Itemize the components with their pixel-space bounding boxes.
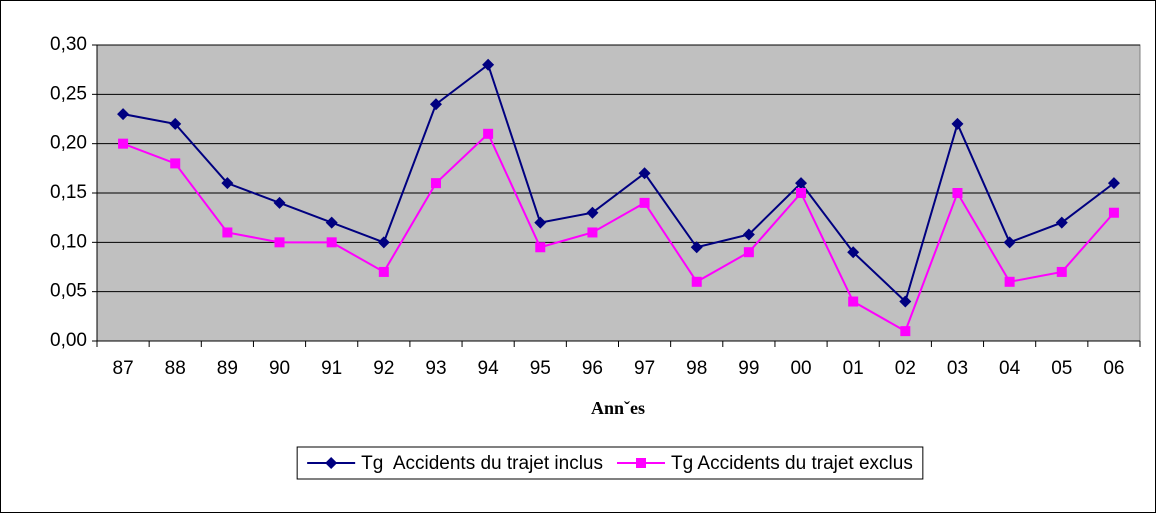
x-axis-title: Annˇes — [591, 398, 645, 418]
marker — [638, 167, 651, 180]
legend: Tg Accidents du trajet inclus Tg Accident… — [296, 446, 924, 480]
marker — [117, 108, 130, 121]
marker — [796, 188, 807, 198]
marker — [636, 458, 646, 468]
marker — [378, 266, 389, 277]
marker — [273, 196, 286, 209]
x-tick-label: 94 — [478, 358, 500, 379]
marker — [274, 237, 285, 248]
marker — [1055, 216, 1068, 229]
marker — [795, 177, 808, 190]
y-tick-label: 0,20 — [50, 133, 87, 154]
x-tick-label: 01 — [843, 358, 864, 379]
marker — [1108, 207, 1119, 218]
marker — [639, 197, 650, 208]
x-tick-label: 06 — [1103, 358, 1124, 379]
marker — [325, 216, 338, 229]
marker — [690, 241, 703, 254]
marker — [742, 228, 755, 241]
x-tick-label: 90 — [269, 358, 290, 379]
marker — [535, 242, 546, 253]
marker — [900, 326, 911, 337]
y-tick-label: 0,05 — [50, 281, 87, 302]
y-tick-label: 0,30 — [50, 34, 87, 55]
marker — [377, 236, 390, 249]
legend-box — [296, 446, 924, 480]
series-line — [122, 63, 1115, 304]
x-tick-label: 92 — [373, 358, 394, 379]
x-tick-label: 91 — [321, 358, 342, 379]
x-tick-label: 04 — [999, 358, 1021, 379]
x-tick-label: 93 — [425, 358, 446, 379]
legend-label: Tg Accidents du trajet exclus — [671, 453, 913, 474]
marker — [482, 58, 495, 71]
x-tick-label: 97 — [634, 358, 655, 379]
y-tick-label: 0,25 — [50, 83, 87, 104]
x-tick-label: 00 — [790, 358, 811, 379]
x-tick-label: 87 — [113, 358, 134, 379]
x-tick-label: 96 — [582, 358, 603, 379]
y-tick-label: 0,10 — [50, 231, 87, 252]
marker — [169, 117, 182, 130]
x-tick-label: 88 — [165, 358, 186, 379]
marker — [222, 227, 233, 238]
marker — [118, 138, 129, 149]
x-tick-label: 02 — [895, 358, 916, 379]
marker — [952, 188, 963, 198]
marker — [325, 457, 338, 469]
marker — [743, 247, 754, 258]
marker — [534, 216, 547, 229]
marker — [221, 177, 234, 190]
marker — [847, 246, 860, 259]
x-tick-label: 03 — [947, 358, 968, 379]
x-tick-label: 95 — [530, 358, 551, 379]
marker — [1107, 177, 1120, 190]
y-tick-label: 0,00 — [50, 330, 87, 351]
marker — [326, 237, 337, 248]
series-line — [122, 132, 1115, 333]
marker — [170, 158, 181, 169]
x-tick-label: 89 — [217, 358, 238, 379]
y-tick-label: 0,15 — [50, 182, 87, 203]
marker — [691, 276, 702, 287]
marker — [951, 117, 964, 130]
marker — [1003, 236, 1016, 249]
x-tick-label: 99 — [738, 358, 759, 379]
x-tick-label: 98 — [686, 358, 707, 379]
marker — [587, 227, 598, 238]
marker — [899, 295, 912, 308]
marker — [848, 296, 859, 307]
marker — [429, 98, 442, 111]
marker — [586, 206, 599, 219]
marker — [1056, 266, 1067, 277]
x-tick-label: 05 — [1051, 358, 1072, 379]
marker — [1004, 276, 1015, 287]
legend-label: Tg Accidents du trajet inclus — [361, 453, 603, 474]
marker — [430, 178, 441, 189]
marker — [483, 128, 494, 139]
